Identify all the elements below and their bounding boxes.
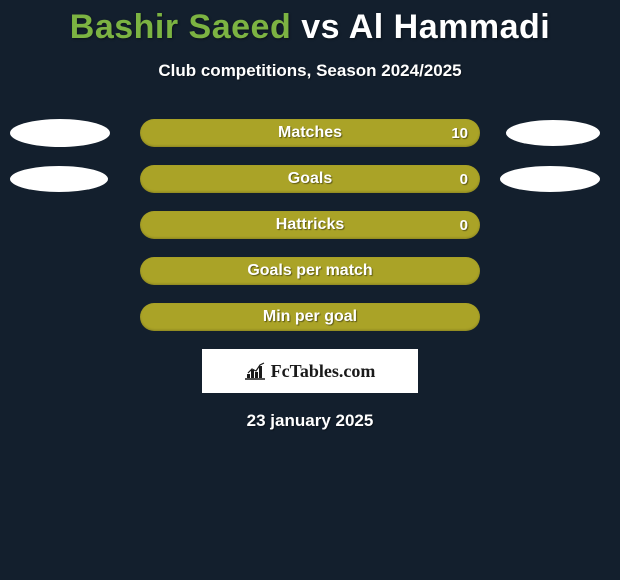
stat-label: Goals (288, 170, 332, 188)
stat-row: Goals 0 (0, 165, 620, 193)
stat-bar: Goals 0 (140, 165, 480, 193)
stat-label: Goals per match (247, 262, 372, 280)
stat-label: Hattricks (276, 216, 344, 234)
player2-name: Al Hammadi (349, 8, 551, 46)
stat-row: Goals per match (0, 257, 620, 285)
stat-value: 0 (460, 217, 468, 234)
stat-bar: Goals per match (140, 257, 480, 285)
vs-text: vs (301, 8, 340, 46)
stats-container: Matches 10 Goals 0 Hattricks 0 Goals per match… (0, 119, 620, 331)
player1-avatar (10, 119, 110, 147)
stat-label: Min per goal (263, 308, 357, 326)
branding-text: FcTables.com (271, 361, 376, 382)
player1-name: Bashir Saeed (70, 8, 291, 46)
date-text: 23 january 2025 (0, 411, 620, 431)
player1-avatar (10, 166, 108, 192)
subtitle: Club competitions, Season 2024/2025 (0, 61, 620, 81)
stat-value: 0 (460, 171, 468, 188)
stat-row: Matches 10 (0, 119, 620, 147)
comparison-title: Bashir Saeed vs Al Hammadi (0, 0, 620, 47)
branding-box: FcTables.com (202, 349, 418, 393)
stat-bar: Hattricks 0 (140, 211, 480, 239)
player2-avatar (500, 166, 600, 192)
player2-avatar (506, 120, 600, 146)
stat-row: Hattricks 0 (0, 211, 620, 239)
stat-label: Matches (278, 124, 342, 142)
chart-icon (245, 362, 267, 380)
stat-bar: Matches 10 (140, 119, 480, 147)
stat-value: 10 (451, 125, 468, 142)
stat-row: Min per goal (0, 303, 620, 331)
stat-bar: Min per goal (140, 303, 480, 331)
